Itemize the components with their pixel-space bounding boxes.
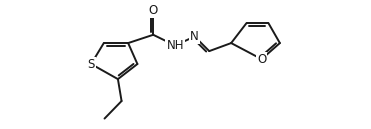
Text: O: O [149, 4, 158, 17]
Text: O: O [257, 53, 266, 66]
Text: S: S [88, 58, 95, 71]
Text: N: N [190, 30, 199, 43]
Text: NH: NH [167, 39, 184, 52]
